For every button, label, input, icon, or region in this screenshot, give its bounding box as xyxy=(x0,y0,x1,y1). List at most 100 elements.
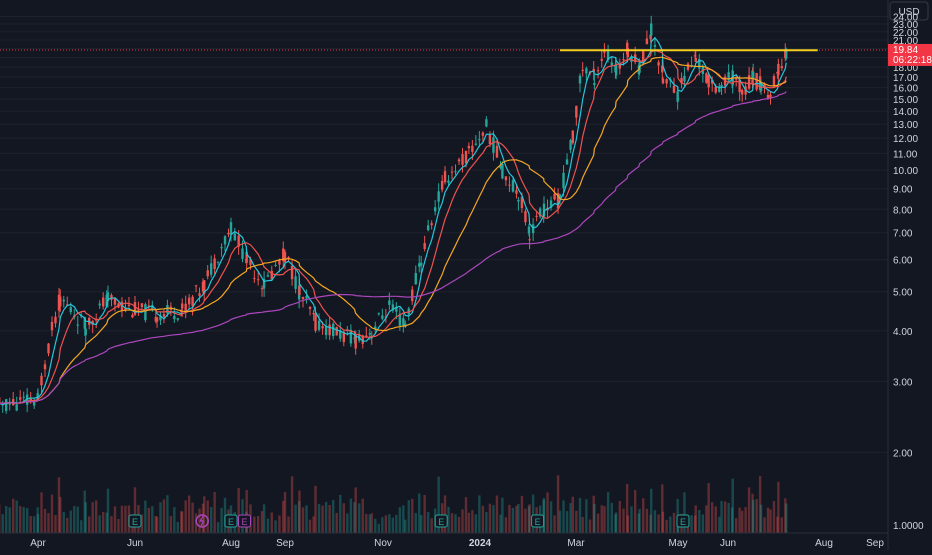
volume-bar xyxy=(638,509,640,533)
candle-body xyxy=(51,322,53,330)
candle-body xyxy=(134,302,136,315)
bottom-scale-value: 1.0000 xyxy=(893,521,924,532)
volume-bar xyxy=(365,514,367,533)
candle-body xyxy=(471,146,473,152)
volume-bar xyxy=(26,508,28,533)
earnings-icon[interactable]: E xyxy=(129,515,141,527)
candle-body xyxy=(163,314,165,316)
candle-body xyxy=(585,68,587,73)
volume-bar xyxy=(117,519,119,533)
candle-body xyxy=(40,376,42,386)
earnings-icon[interactable]: E xyxy=(225,515,237,527)
earnings-icon[interactable]: E xyxy=(677,515,689,527)
candle-body xyxy=(508,185,510,186)
volume-bar xyxy=(521,496,523,533)
volume-bar xyxy=(263,504,265,533)
volume-bar xyxy=(271,512,273,533)
volume-bar xyxy=(579,498,581,533)
candle-body xyxy=(302,297,304,299)
earnings-icon[interactable]: E xyxy=(435,515,447,527)
volume-bar xyxy=(482,506,484,533)
volume-bar xyxy=(589,519,591,533)
volume-bar xyxy=(468,513,470,533)
volume-bar xyxy=(404,520,406,533)
candle-body xyxy=(593,83,595,85)
candle-body xyxy=(777,64,779,75)
time-tick-label: Jun xyxy=(127,538,143,549)
volume-bar xyxy=(188,495,190,533)
candle-body xyxy=(441,181,443,190)
volume-bar xyxy=(615,512,617,533)
volume-bar xyxy=(785,503,787,533)
candle-body xyxy=(278,260,280,264)
candle-body xyxy=(720,85,722,86)
volume-bar xyxy=(354,487,356,533)
candle-body xyxy=(102,298,104,307)
candle-body xyxy=(515,190,517,194)
volume-bar xyxy=(321,506,323,533)
candle-body xyxy=(475,144,477,145)
earnings-icon[interactable]: E xyxy=(532,515,544,527)
candle-body xyxy=(662,79,664,84)
volume-bar xyxy=(395,515,397,533)
candle-body xyxy=(332,324,334,336)
candle-body xyxy=(454,171,456,172)
candle-body xyxy=(755,73,757,89)
price-tick-label: 15.00 xyxy=(893,95,918,106)
volume-bar xyxy=(302,507,304,533)
volume-bar xyxy=(465,497,467,533)
candle-body xyxy=(461,154,463,165)
volume-bar xyxy=(622,509,624,533)
volume-bar xyxy=(88,516,90,533)
candle-body xyxy=(298,286,300,296)
volume-bar xyxy=(718,517,720,533)
volume-bar xyxy=(634,490,636,533)
volume-bar xyxy=(343,503,345,533)
volume-bar xyxy=(471,510,473,533)
time-tick-label: Mar xyxy=(567,538,585,549)
candle-body xyxy=(234,233,236,240)
candle-body xyxy=(489,135,491,144)
volume-bar xyxy=(381,517,383,533)
volume-bar xyxy=(427,512,429,533)
candle-body xyxy=(524,211,526,222)
candle-body xyxy=(465,151,467,164)
candle-body xyxy=(705,73,707,83)
volume-bar xyxy=(508,505,510,533)
candle-body xyxy=(423,243,425,249)
candle-body xyxy=(569,140,571,150)
volume-bar xyxy=(350,499,352,533)
volume-bar xyxy=(572,497,574,533)
volume-bar xyxy=(630,506,632,533)
price-tick-label: 11.00 xyxy=(893,149,918,160)
candle-body xyxy=(458,159,460,161)
candle-body xyxy=(505,176,507,180)
volume-bar xyxy=(19,506,21,533)
candle-body xyxy=(683,76,685,82)
earnings-icon[interactable]: E xyxy=(239,515,251,527)
candle-body xyxy=(336,327,338,335)
candle-body xyxy=(274,265,276,266)
volume-bar xyxy=(408,500,410,533)
price-tag-countdown: 06:22:18 xyxy=(893,55,932,66)
candle-body xyxy=(512,180,514,191)
time-tick-label: 2024 xyxy=(469,538,492,549)
volume-bar xyxy=(451,513,453,533)
candle-body xyxy=(227,233,229,235)
volume-bar xyxy=(492,505,494,533)
volume-bar xyxy=(485,512,487,533)
candle-body xyxy=(207,270,209,276)
candle-body xyxy=(210,263,212,274)
volume-bar xyxy=(777,482,779,533)
volume-bar xyxy=(593,504,595,533)
volume-bar xyxy=(328,505,330,533)
volume-bar xyxy=(70,511,72,533)
volume-bar xyxy=(489,504,491,533)
candle-body xyxy=(22,397,24,398)
volume-bar xyxy=(619,501,621,533)
volume-bar xyxy=(144,501,146,533)
volume-bar xyxy=(51,495,53,533)
volume-bar xyxy=(423,495,425,533)
